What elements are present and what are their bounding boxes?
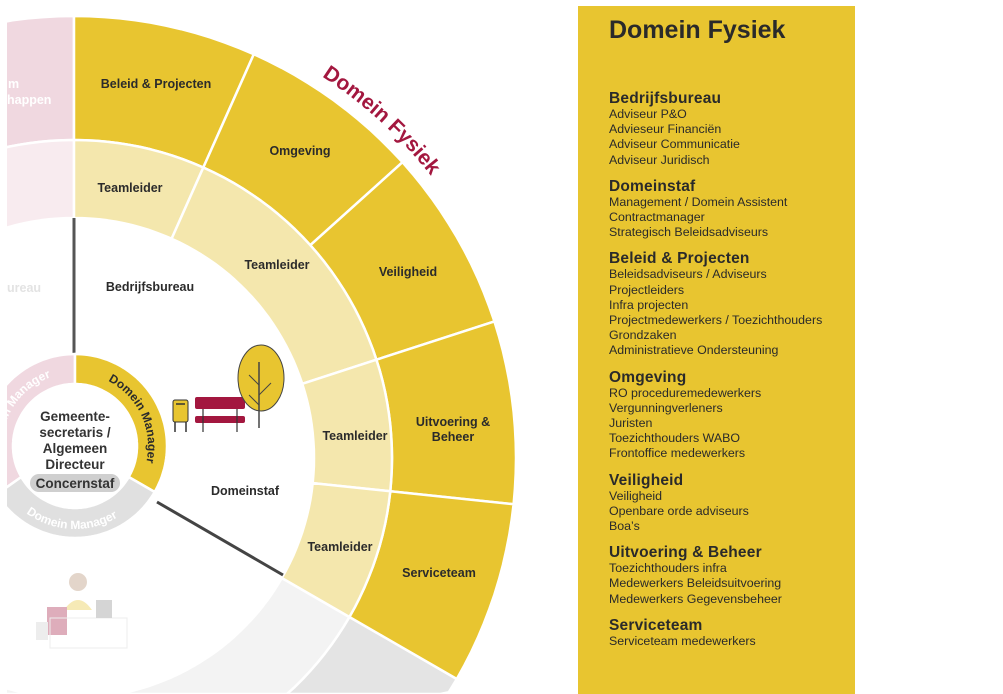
segment-uitvoering-beheer[interactable]: Beheer: [432, 430, 475, 444]
section-item: Beleidsadviseurs / Adviseurs: [609, 267, 767, 282]
section-item: Contractmanager: [609, 210, 705, 225]
section-item: Toezichthouders infra: [609, 561, 727, 576]
section-item: RO proceduremedewerkers: [609, 385, 762, 400]
segment-serviceteam[interactable]: Serviceteam: [402, 566, 476, 580]
panel-section: Uitvoering & Beheer Toezichthouders infra…: [609, 544, 822, 607]
section-item: Adviseur P&O: [609, 107, 687, 121]
concernstaf-label: Concernstaf: [36, 476, 115, 491]
section-item: Medewerkers Gegevensbeheer: [609, 591, 782, 606]
other-domain-sector: [7, 576, 351, 694]
section-heading: Bedrijfsbureau: [609, 90, 722, 107]
section-item: Infra projecten: [609, 297, 689, 312]
section-item: Medewerkers Beleidsuitvoering: [609, 576, 782, 591]
section-item: Frontoffice medewerkers: [609, 446, 746, 461]
panel-section: Bedrijfsbureau Adviseur P&O Advieseur Fina…: [609, 90, 822, 168]
segment-beleid-projecten[interactable]: Beleid & Projecten: [101, 77, 211, 91]
section-item: Toezichthouders WABO: [609, 431, 741, 446]
organization-wheel-diagram: m happen ureau Beleid & Projecten Omgevi…: [7, 14, 518, 694]
center-label: Algemeen: [43, 441, 108, 456]
teamleider-segment: [280, 481, 392, 619]
section-heading: Beleid & Projecten: [609, 250, 750, 268]
faded-label: m: [8, 77, 19, 91]
segment-veiligheid[interactable]: Veiligheid: [379, 265, 437, 279]
panel-title: Domein Fysiek: [609, 16, 786, 44]
teamleider-label: Teamleider: [307, 540, 372, 554]
section-heading: Domeinstaf: [609, 177, 696, 195]
section-heading: Veiligheid: [609, 471, 684, 489]
center-label: secretaris /: [39, 425, 111, 440]
park-illustration-icon: [172, 344, 285, 432]
segment-omgeving[interactable]: Omgeving: [269, 144, 330, 158]
domeinstaf-label: Domeinstaf: [211, 484, 280, 498]
domain-info-panel: Domein Fysiek Bedrijfsbureau Adviseur P&O…: [578, 6, 855, 694]
service-desk-illustration-icon: [36, 573, 128, 649]
faded-label: happen: [7, 93, 51, 107]
segment-uitvoering-beheer[interactable]: Uitvoering &: [416, 415, 490, 429]
center-label: Directeur: [45, 457, 105, 472]
section-item: Grondzaken: [609, 328, 677, 343]
section-item: Strategisch Beleidsadviseurs: [609, 225, 769, 240]
section-item: Serviceteam medewerkers: [609, 633, 756, 648]
section-item: Administratieve Ondersteuning: [609, 343, 779, 358]
panel-sections: Bedrijfsbureau Adviseur P&O Advieseur Fina…: [609, 90, 822, 659]
section-item: Adviseur Juridisch: [609, 152, 710, 167]
section-item: Boa’s: [609, 519, 640, 534]
panel-section: Omgeving RO proceduremedewerkers Vergunnin…: [609, 369, 822, 462]
center-label: Gemeente-: [40, 409, 110, 424]
domein-manager-segment: [7, 475, 156, 540]
panel-section: Domeinstaf Management / Domein Assistent C…: [609, 178, 822, 241]
section-heading: Serviceteam: [609, 616, 703, 634]
section-heading: Omgeving: [609, 368, 687, 386]
section-item: Projectleiders: [609, 282, 685, 297]
section-item: Openbare orde adviseurs: [609, 503, 749, 518]
panel-section: Veiligheid Veiligheid Openbare orde advise…: [609, 472, 822, 535]
section-item: Vergunningverleners: [609, 400, 723, 415]
teamleider-segment: [301, 358, 394, 493]
wheel-sectors: [7, 14, 518, 694]
panel-section: Beleid & Projecten Beleidsadviseurs / Adv…: [609, 250, 822, 358]
section-item: Veiligheid: [609, 488, 663, 503]
other-domain-sector: [7, 615, 459, 694]
section-item: Juristen: [609, 416, 653, 431]
teamleider-label: Teamleider: [322, 429, 387, 443]
section-item: Projectmedewerkers / Toezichthouders: [609, 313, 823, 328]
bedrijfsbureau-label: Bedrijfsbureau: [106, 280, 194, 294]
section-item: Adviseur Communicatie: [609, 137, 740, 152]
section-item: Advieseur Financiën: [609, 122, 722, 137]
section-item: Management / Domein Assistent: [609, 194, 788, 209]
panel-section: Serviceteam Serviceteam medewerkers: [609, 617, 822, 649]
concernstaf-pill: [30, 474, 120, 492]
divider-line: [156, 500, 284, 577]
teamleider-label: Teamleider: [97, 181, 162, 195]
section-heading: Uitvoering & Beheer: [609, 544, 762, 562]
faded-label: ureau: [7, 281, 41, 295]
teamleider-label: Teamleider: [244, 258, 309, 272]
